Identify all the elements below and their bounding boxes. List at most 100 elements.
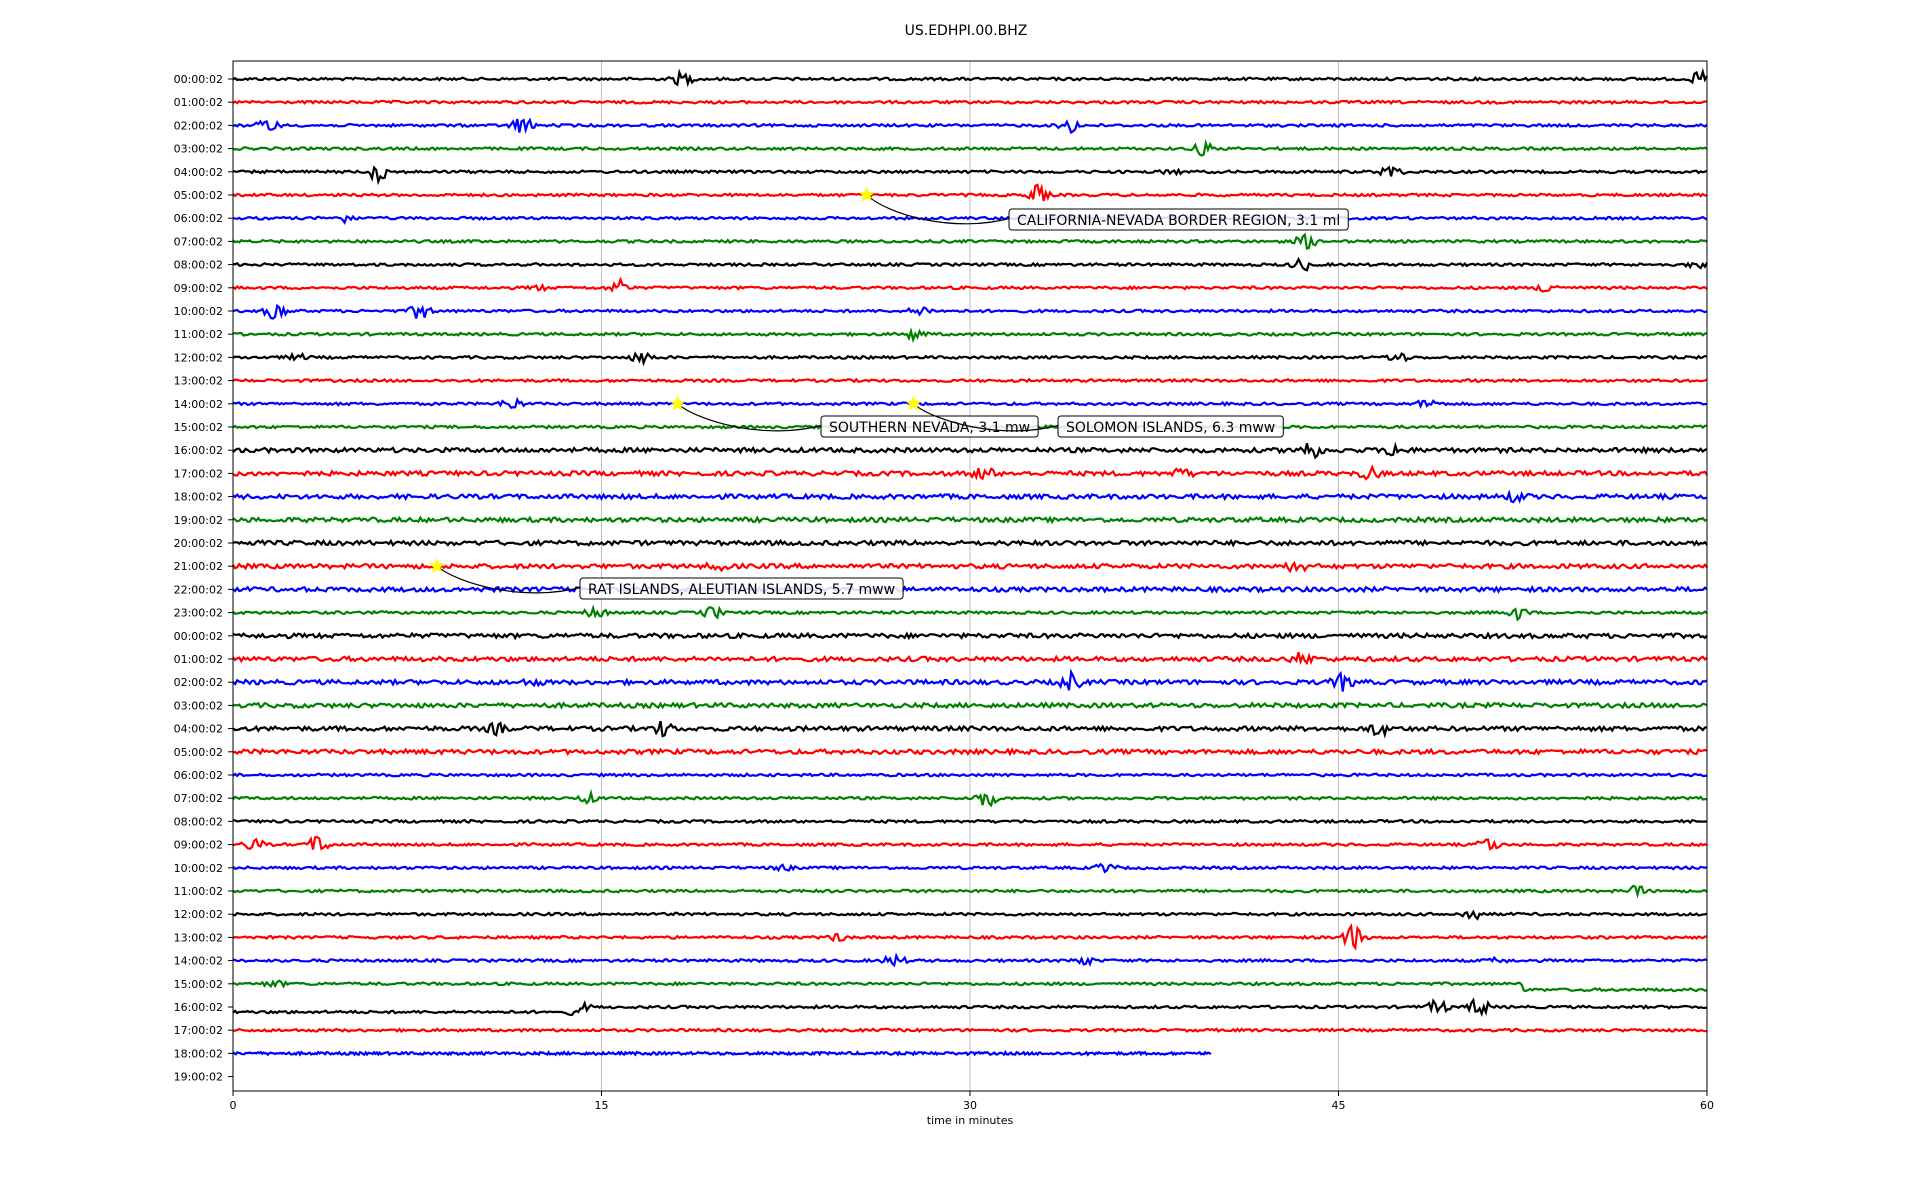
hour-label: 13:00:02 [174,375,223,388]
hour-label: 15:00:02 [174,421,223,434]
x-tick-label: 15 [595,1099,609,1112]
hour-label: 01:00:02 [174,96,223,109]
event-label: SOLOMON ISLANDS, 6.3 mww [1066,420,1275,436]
event-annotation: RAT ISLANDS, ALEUTIAN ISLANDS, 5.7 mww [428,557,904,600]
x-tick-label: 0 [230,1099,237,1112]
hour-label: 04:00:02 [174,166,223,179]
seismic-trace [232,214,1708,225]
event-connector [866,194,1012,225]
seismic-trace [232,276,1708,293]
hour-label: 01:00:02 [174,653,223,666]
hour-label: 15:00:02 [174,978,223,991]
seismic-trace [232,560,1708,574]
hour-label: 14:00:02 [174,955,223,968]
event-label-box [579,577,904,600]
hour-label: 19:00:02 [174,1071,223,1084]
seismic-trace [232,183,1708,202]
seismic-trace [232,117,1708,135]
hour-label: 04:00:02 [174,723,223,736]
hour-label: 23:00:02 [174,607,223,620]
event-connector [913,403,1061,432]
grid-lines [601,61,1339,1091]
seismic-trace [232,979,1708,993]
hour-label: 10:00:02 [174,305,223,318]
event-connector [436,565,583,594]
hour-label: 13:00:02 [174,931,223,944]
event-annotations: CALIFORNIA-NEVADA BORDER REGION, 3.1 ml S… [428,186,1349,600]
seismic-trace [232,700,1708,710]
hour-label: 00:00:02 [174,630,223,643]
hour-label: 11:00:02 [174,328,223,341]
seismic-trace [232,772,1708,778]
x-axis-label: time in minutes [927,1114,1014,1127]
seismic-trace [232,515,1708,525]
seismic-trace [232,585,1708,594]
event-annotation: CALIFORNIA-NEVADA BORDER REGION, 3.1 ml [858,186,1349,231]
chart-title: US.EDHPI.00.BHZ [905,23,1028,39]
hour-label: 16:00:02 [174,1001,223,1014]
hour-label: 03:00:02 [174,143,223,156]
hour-label: 06:00:02 [174,212,223,225]
seismic-trace [232,922,1708,951]
seismic-trace [232,909,1708,921]
seismic-trace [232,489,1708,504]
seismic-trace [232,464,1708,481]
hour-label: 22:00:02 [174,583,223,596]
hour-label: 17:00:02 [174,467,223,480]
event-annotation: SOLOMON ISLANDS, 6.3 mww [905,395,1284,438]
event-connector [677,403,824,432]
event-label-box [1057,415,1284,438]
seismic-trace [232,99,1707,106]
seismic-trace [232,396,1708,410]
hour-label: 03:00:02 [174,699,223,712]
seismic-trace [232,818,1708,825]
hour-label: 20:00:02 [174,537,223,550]
seismic-trace [232,327,1708,344]
x-tick-label: 60 [1700,1099,1714,1112]
event-star-icon [669,395,686,411]
event-annotation: SOUTHERN NEVADA, 3.1 mw [669,395,1039,438]
seismic-trace [232,652,1708,666]
seismic-trace [232,351,1708,367]
event-label: RAT ISLANDS, ALEUTIAN ISLANDS, 5.7 mww [588,582,895,598]
hour-label: 08:00:02 [174,259,223,272]
seismic-trace [232,952,1708,968]
seismic-trace [232,720,1708,739]
event-label: CALIFORNIA-NEVADA BORDER REGION, 3.1 ml [1017,213,1340,229]
seismic-trace [232,232,1708,250]
hour-label: 10:00:02 [174,862,223,875]
hour-label: 19:00:02 [174,514,223,527]
seismic-trace [232,303,1708,320]
hour-label: 00:00:02 [174,73,223,86]
hour-label: 14:00:02 [174,398,223,411]
seismic-trace [232,256,1708,272]
hour-label: 12:00:02 [174,351,223,364]
seismic-trace [232,1027,1707,1034]
x-tick-label: 45 [1332,1099,1346,1112]
hour-label: 17:00:02 [174,1024,223,1037]
hour-label: 06:00:02 [174,769,223,782]
seismic-trace [232,631,1708,641]
hour-label: 18:00:02 [174,1047,223,1060]
seismic-trace [232,884,1708,899]
hour-label: 02:00:02 [174,676,223,689]
x-tick-label: 30 [963,1099,977,1112]
hour-label: 02:00:02 [174,119,223,132]
hour-label: 09:00:02 [174,839,223,852]
event-star-icon [905,395,922,411]
seismic-trace [232,67,1708,88]
hour-label: 05:00:02 [174,746,223,759]
hour-label: 08:00:02 [174,815,223,828]
event-label-box [1008,208,1349,231]
hour-label: 07:00:02 [174,235,223,248]
hour-label: 09:00:02 [174,282,223,295]
seismic-trace [232,165,1708,186]
seismic-trace [232,668,1708,692]
seismic-trace [232,788,1708,808]
hour-label: 16:00:02 [174,444,223,457]
seismic-traces [232,67,1708,1057]
seismic-trace [232,377,1708,384]
hour-label: 11:00:02 [174,885,223,898]
seismic-trace [232,538,1708,548]
